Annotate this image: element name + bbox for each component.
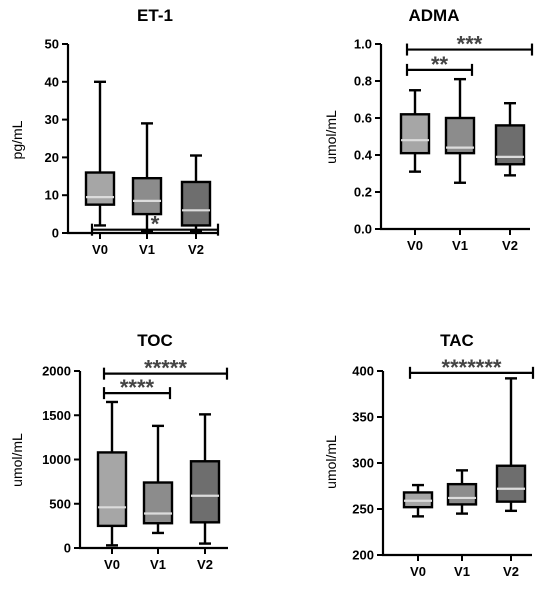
significance-label: ***** [144,356,187,381]
y-tick-label: 10 [45,188,59,203]
box-iqr [494,124,526,166]
box-iqr [180,180,212,227]
y-tick-label: 350 [352,410,374,425]
y-tick-label: 2000 [42,364,71,379]
box-iqr [142,481,174,525]
y-tick-label: 50 [45,37,59,52]
box-iqr [495,464,527,503]
x-tick-label: V1 [452,238,468,253]
y-tick-label: 40 [45,74,59,89]
x-tick-label: V1 [139,242,155,257]
y-tick-label: 0.4 [354,148,373,163]
panel-toc: TOC umol/mL 0 500 1000 1500 2000 V0 V1 V2 ******… [9,331,229,572]
y-tick-label: 500 [49,496,71,511]
y-tick-label: 0.0 [354,222,372,237]
y-tick-label: 200 [352,548,374,563]
x-tick-label: V2 [188,242,204,257]
box-iqr [446,482,478,506]
chart-title: TOC [137,331,173,350]
y-tick-label: 1500 [42,408,71,423]
x-tick-label: V0 [410,564,426,579]
x-tick-label: V2 [503,564,519,579]
box-iqr [189,460,221,524]
y-tick-label: 0.2 [354,185,372,200]
y-tick-label: 250 [352,502,374,517]
y-axis-label: umol/mL [323,110,339,164]
y-tick-label: 20 [45,150,59,165]
y-tick-label: 1000 [42,452,71,467]
y-tick-label: 400 [352,364,374,379]
significance-label: ******* [442,355,502,380]
y-axis-label: pg/mL [9,120,25,159]
box-iqr [96,451,128,528]
box-iqr [131,176,163,216]
x-tick-label: V0 [407,238,423,253]
x-tick-label: V1 [150,557,166,572]
significance-label: * [151,212,160,237]
x-tick-label: V2 [197,557,213,572]
y-tick-label: 0 [52,226,59,241]
panel-tac: TAC umol/mL 200 250 300 350 400 V0 V1 V2 ******* [323,331,535,579]
y-tick-label: 0.8 [354,74,372,89]
panel-adma: ADMA umol/mL 0.00.20.40.60.81.0V0 V1 V2***… [323,6,534,253]
y-axis-label: umol/mL [323,435,339,489]
significance-label: *** [457,32,483,57]
chart-title: ET-1 [137,6,173,25]
y-axis-label: umol/mL [9,433,25,487]
box-iqr [399,113,431,155]
x-tick-label: V0 [104,557,120,572]
x-tick-label: V1 [454,564,470,579]
y-tick-label: 0 [64,541,71,556]
x-tick-label: V2 [502,238,518,253]
chart-title: ADMA [409,6,460,25]
significance-label: ** [431,52,449,77]
x-tick-label: V0 [92,242,108,257]
y-tick-label: 300 [352,456,374,471]
chart-title: TAC [440,331,474,350]
panel-et1: ET-1 pg/mL 0 10 20 30 40 50 V0 V1 V2 * [9,6,220,257]
box-iqr [84,171,116,206]
y-tick-label: 0.6 [354,111,372,126]
y-tick-label: 1.0 [354,37,372,52]
y-tick-label: 30 [45,112,59,127]
significance-label: **** [120,375,155,400]
